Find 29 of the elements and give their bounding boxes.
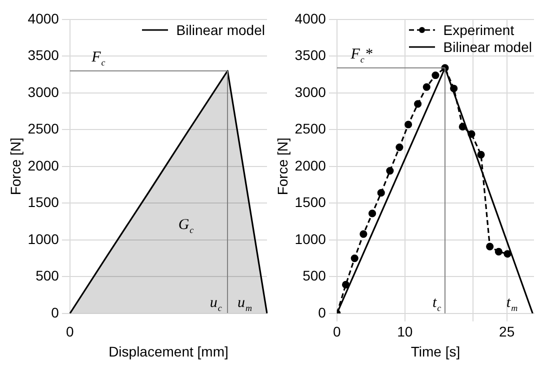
y-axis-title: Force [N] bbox=[274, 138, 290, 196]
y-tick-label: 3000 bbox=[294, 84, 326, 100]
legend-label: Bilinear model bbox=[176, 22, 265, 38]
y-tick-label: 1500 bbox=[294, 194, 326, 210]
y-tick-label: 0 bbox=[318, 304, 326, 320]
x-tick-label: 0 bbox=[66, 324, 74, 340]
y-tick-label: 0 bbox=[51, 304, 60, 320]
y-axis-title: Force [N] bbox=[7, 138, 24, 196]
y-tick-label: 3500 bbox=[28, 47, 60, 64]
y-tick-label: 500 bbox=[36, 268, 60, 284]
y-tick-label: 1000 bbox=[294, 230, 326, 247]
y-tick-label: 500 bbox=[302, 268, 326, 284]
y-tick-label: 1000 bbox=[28, 230, 60, 247]
x-tick-label: 25 bbox=[499, 324, 515, 340]
x-tick-label: 0 bbox=[333, 324, 342, 340]
y-tick-label: 2500 bbox=[294, 120, 326, 137]
y-tick-label: 3000 bbox=[28, 84, 60, 100]
x-axis-title: Time [s] bbox=[410, 343, 460, 360]
legend-label: Experiment bbox=[443, 22, 514, 38]
legend-label: Bilinear model bbox=[443, 38, 532, 55]
y-tick-label: 4000 bbox=[28, 10, 60, 26]
y-tick-label: 2000 bbox=[28, 157, 60, 174]
y-tick-label: 2500 bbox=[28, 120, 60, 137]
y-tick-label: 4000 bbox=[294, 10, 326, 26]
y-tick-label: 1500 bbox=[28, 194, 60, 210]
y-tick-label: 3500 bbox=[294, 47, 326, 64]
x-axis-title: Displacement [mm] bbox=[108, 343, 228, 360]
y-tick-label: 2000 bbox=[294, 157, 326, 174]
x-tick-label: 10 bbox=[397, 324, 413, 340]
